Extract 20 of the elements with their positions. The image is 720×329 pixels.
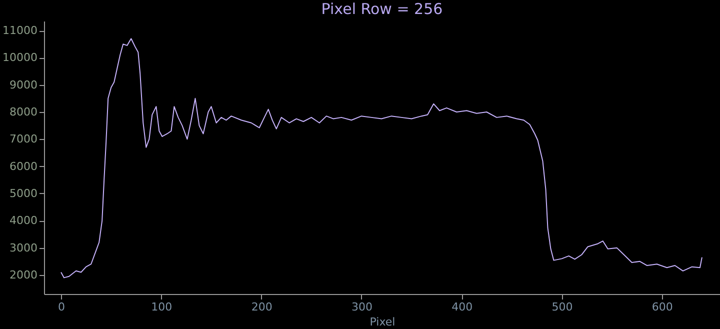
x-tick-label: 600 bbox=[652, 300, 673, 314]
x-tick-label: 500 bbox=[552, 300, 573, 314]
y-tick-label: 11000 bbox=[2, 24, 38, 38]
y-tick-label: 9000 bbox=[10, 78, 38, 92]
x-tick-label: 300 bbox=[351, 300, 372, 314]
y-tick-label: 2000 bbox=[10, 268, 38, 282]
chart-title: Pixel Row = 256 bbox=[321, 0, 443, 18]
y-tick-label: 3000 bbox=[10, 241, 38, 254]
y-tick-label: 10000 bbox=[2, 51, 38, 64]
y-tick-label: 7000 bbox=[10, 132, 38, 146]
line-series bbox=[60, 38, 702, 278]
x-tick-label: 400 bbox=[452, 300, 473, 314]
y-tick-label: 8000 bbox=[10, 106, 38, 118]
x-tick-label: 100 bbox=[151, 300, 172, 314]
x-tick-label: 200 bbox=[251, 300, 272, 314]
y-tick-label: 6000 bbox=[10, 160, 38, 173]
y-tick-label: 5000 bbox=[10, 186, 38, 200]
x-axis-title: Pixel bbox=[370, 316, 396, 328]
x-tick-label: 0 bbox=[58, 300, 66, 314]
y-tick-label: 4000 bbox=[10, 214, 38, 228]
